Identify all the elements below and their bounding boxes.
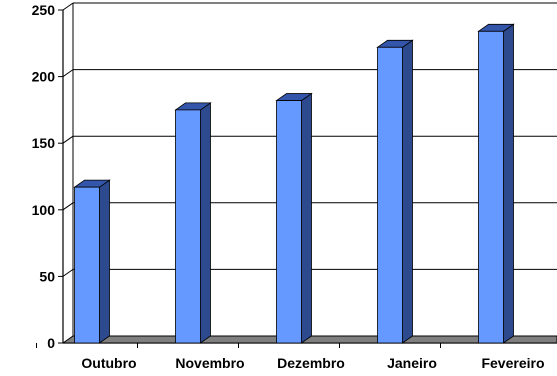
bar-front — [175, 109, 201, 344]
y-tick-label: 250 — [32, 2, 56, 18]
bar-novembro — [174, 102, 212, 344]
y-tick-label: 100 — [32, 202, 56, 218]
bar-front — [276, 100, 302, 344]
x-tick-label: Novembro — [175, 355, 244, 371]
bar-side — [200, 102, 211, 344]
gridline-depth — [62, 268, 74, 277]
bar-side — [402, 39, 413, 344]
bar-fevereiro — [477, 23, 515, 344]
x-tick-label: Janeiro — [387, 355, 437, 371]
bars — [73, 23, 515, 344]
bar-outubro — [73, 179, 111, 344]
gridlines — [62, 2, 557, 277]
gridline-depth — [62, 69, 74, 78]
gridline-depth — [62, 202, 74, 211]
x-tick-label: Fevereiro — [481, 355, 544, 371]
x-tick-label: Dezembro — [277, 355, 345, 371]
bar-front — [478, 30, 504, 344]
bar-janeiro — [376, 39, 414, 344]
bar-side — [301, 92, 312, 344]
y-tick-label: 50 — [39, 268, 55, 284]
bar-front — [74, 186, 100, 344]
y-tick-labels: 0 50 100 150 200 250 — [32, 2, 56, 351]
x-tick-label: Outubro — [81, 355, 136, 371]
bar-front — [377, 46, 403, 344]
x-tick-labels: Outubro Novembro Dezembro Janeiro Fevereiro — [81, 355, 544, 371]
y-tick-label: 0 — [47, 335, 55, 351]
y-tick-label: 200 — [32, 69, 56, 85]
gridline-depth — [62, 2, 74, 11]
y-tick-label: 150 — [32, 135, 56, 151]
bar-side — [99, 179, 110, 344]
gridline-depth — [62, 135, 74, 144]
bar-side — [503, 23, 514, 344]
bar-dezembro — [275, 92, 313, 344]
